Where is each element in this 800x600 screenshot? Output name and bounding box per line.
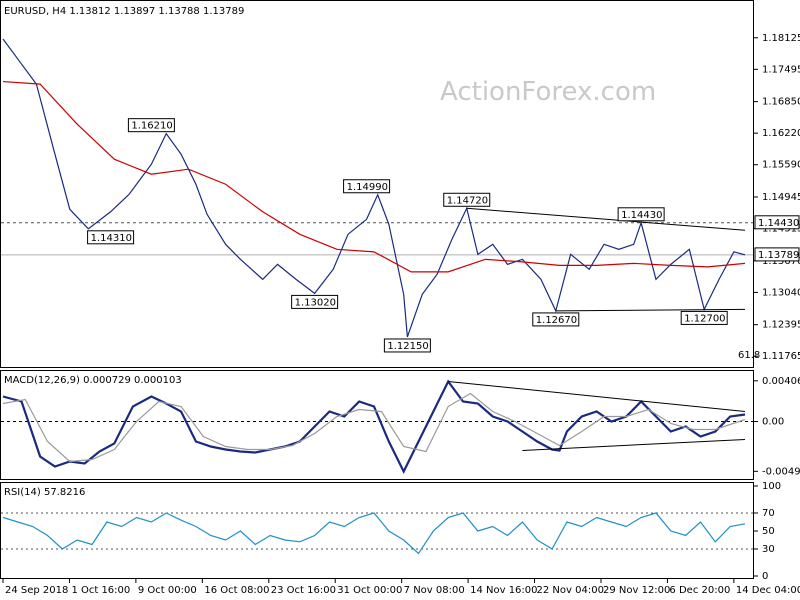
y-tick-label: 1.15590 bbox=[762, 160, 800, 171]
y-tick-label: 0 bbox=[762, 571, 768, 582]
y-tick-label: 0.004069 bbox=[762, 376, 800, 387]
y-tick-label: 30 bbox=[762, 544, 775, 555]
macd-line bbox=[2, 379, 746, 474]
trendline bbox=[448, 381, 746, 412]
macd-series-layer bbox=[1, 379, 753, 474]
axes-layer: 1.18125 1.17495 1.16850 1.16220 1.15590 1.149… bbox=[2, 33, 800, 596]
price-annotation-label: 1.14310 bbox=[91, 233, 132, 244]
x-tick-label: 24 Sep 2018 bbox=[5, 585, 68, 596]
price-annotation-label: 1.16210 bbox=[131, 121, 172, 132]
y-tick-label: 1.16850 bbox=[762, 97, 800, 108]
price-annotation-box bbox=[443, 192, 491, 207]
macd-panel-frame bbox=[0, 370, 754, 480]
y-tick-label: 50 bbox=[762, 526, 775, 537]
x-tick-label: 1 Oct 16:00 bbox=[71, 585, 130, 596]
x-tick-label: 23 Oct 16:00 bbox=[271, 585, 336, 596]
y-tick-label: 70 bbox=[762, 508, 775, 519]
rsi-series-layer bbox=[1, 512, 753, 555]
price-annotation-label: 1.14720 bbox=[447, 195, 488, 206]
y-tick-label: 1.17495 bbox=[762, 64, 800, 75]
price-annotation-label: 1.12700 bbox=[684, 313, 725, 324]
trendline bbox=[522, 439, 746, 451]
x-tick-label: 14 Dec 04:00 bbox=[736, 585, 800, 596]
y-tick-label: -0.004981 bbox=[762, 466, 800, 477]
x-tick-label: 31 Oct 00:00 bbox=[337, 585, 402, 596]
y-tick-label: 1.18125 bbox=[762, 33, 800, 44]
price-panel-title: EURUSD, H4 1.13812 1.13897 1.13788 1.137… bbox=[4, 6, 244, 17]
y-tick-label: 100 bbox=[762, 481, 781, 492]
price-level-label: 1.14430 bbox=[758, 218, 799, 229]
price-annotation-label: 1.14430 bbox=[621, 210, 662, 221]
price-level-label-box bbox=[754, 215, 800, 230]
x-tick-label: 9 Oct 00:00 bbox=[138, 585, 197, 596]
price-annotation-box bbox=[680, 310, 728, 325]
x-tick-label: 6 Dec 20:00 bbox=[669, 585, 730, 596]
y-tick-label: 1.16220 bbox=[762, 128, 800, 139]
price-series-line bbox=[2, 38, 746, 338]
price-annotation-box bbox=[291, 294, 339, 309]
price-annotation-box bbox=[617, 207, 665, 222]
price-annotation-box bbox=[383, 338, 431, 353]
price-series-layer: 1.16210 1.14310 1.13020 1.14990 1.12150 1.147… bbox=[1, 38, 753, 353]
x-tick-label: 22 Nov 04:00 bbox=[537, 585, 604, 596]
x-tick-label: 29 Nov 12:00 bbox=[603, 585, 670, 596]
y-tick-label: 1.11765 bbox=[762, 351, 800, 362]
y-tick-label: 1.14945 bbox=[762, 192, 800, 203]
price-annotation-box bbox=[87, 230, 135, 245]
x-tick-label: 7 Nov 08:00 bbox=[404, 585, 465, 596]
price-panel-frame bbox=[0, 0, 754, 368]
rsi-line bbox=[2, 512, 746, 555]
price-level-label: 1.13789 bbox=[758, 250, 799, 261]
trendline bbox=[466, 207, 746, 231]
macd-signal-line bbox=[2, 392, 746, 463]
price-annotation-label: 1.12670 bbox=[536, 315, 577, 326]
price-annotation-label: 1.13020 bbox=[295, 297, 336, 308]
price-annotation-box bbox=[127, 118, 175, 133]
rsi-panel-title: RSI(14) 57.8216 bbox=[4, 487, 85, 498]
price-annotation-box bbox=[343, 179, 391, 194]
price-annotation-box bbox=[532, 312, 580, 327]
y-tick-label: 1.12395 bbox=[762, 320, 800, 331]
moving-average-line bbox=[2, 80, 746, 273]
price-annotation-label: 1.12150 bbox=[387, 341, 428, 352]
watermark: ActionForex.com bbox=[440, 77, 656, 107]
macd-panel-title: MACD(12,26,9) 0.000729 0.000103 bbox=[4, 375, 182, 386]
x-tick-label: 16 Oct 08:00 bbox=[204, 585, 269, 596]
trendline bbox=[555, 308, 746, 312]
fib-label: 61.8 bbox=[738, 350, 760, 361]
price-annotation-label: 1.14990 bbox=[347, 182, 388, 193]
y-tick-label: 1.13040 bbox=[762, 287, 800, 298]
x-tick-label: 14 Nov 16:00 bbox=[470, 585, 537, 596]
price-level-label-box bbox=[754, 247, 800, 262]
y-tick-label: 0.00 bbox=[762, 417, 784, 428]
